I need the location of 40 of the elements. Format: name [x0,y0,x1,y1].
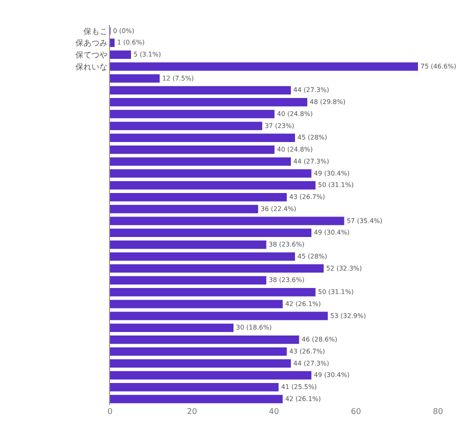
bar [110,122,262,130]
bar [110,216,344,226]
bar [110,74,160,83]
x-tick-label: 40 [268,407,280,416]
bar [110,62,418,71]
bar [110,50,131,59]
bar [110,300,283,308]
bar [110,288,316,296]
bar [110,146,274,154]
bar [110,359,291,368]
y-tick-label: 保れいな [75,62,108,72]
bar [110,157,291,166]
bar [110,134,295,142]
bar [110,193,287,202]
bar [110,86,291,94]
bar [110,204,258,214]
y-tick-label: 保あつみ [75,38,108,48]
bar [110,264,324,273]
bar [110,336,300,344]
bar [110,394,283,404]
bar [110,276,266,284]
y-tick-label: 保もこ [83,26,108,36]
x-tick-label: 20 [186,407,198,416]
bar [110,371,312,380]
bar [110,110,274,118]
bar [110,98,308,106]
x-tick-label: 60 [350,407,362,416]
x-tick-label: 80 [432,407,444,416]
bar [110,312,328,320]
bar [110,383,279,392]
bar [110,169,312,178]
x-tick-label: 0 [107,407,113,416]
y-tick-label: 保てつや [75,50,108,60]
bar [110,252,295,261]
bar [110,38,115,47]
bar [110,324,234,332]
bar [110,347,287,356]
bar [110,240,266,249]
bar [110,228,312,237]
bar [110,181,316,190]
